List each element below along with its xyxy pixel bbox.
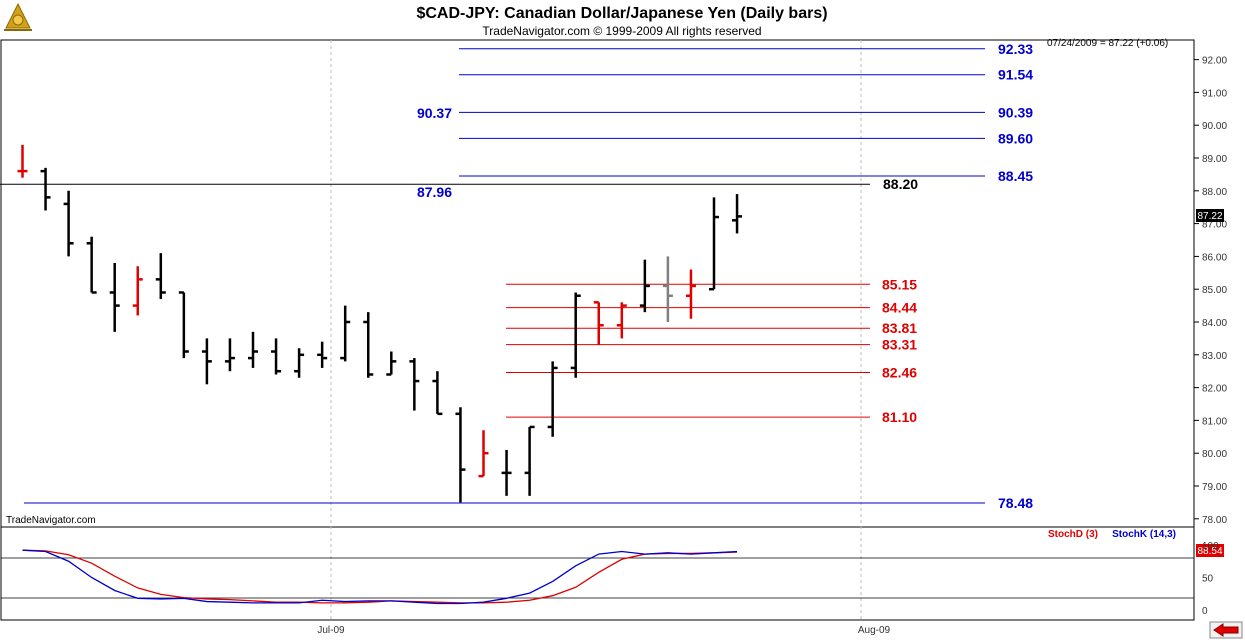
level-label: 88.20 — [883, 176, 918, 192]
x-tick-aug: Aug-09 — [858, 625, 891, 636]
ohlc-bar — [248, 331, 258, 368]
ohlc-bar — [685, 269, 696, 319]
stoch-last-label: 88.54 — [1197, 546, 1222, 557]
last-quote-label: 07/24/2009 = 87.22 (+0.06) — [1047, 38, 1168, 49]
ohlc-bar — [616, 302, 627, 339]
chart-title: $CAD-JPY: Canadian Dollar/Japanese Yen (… — [416, 5, 827, 22]
level-label: 87.96 — [417, 184, 452, 200]
arrow-left-icon[interactable] — [1213, 623, 1239, 637]
stoch-k-line — [22, 549, 738, 605]
level-label: 82.46 — [882, 365, 917, 381]
level-label: 83.81 — [882, 320, 917, 336]
last-price-label: 87.22 — [1197, 211, 1222, 222]
ohlc-bar — [455, 407, 466, 503]
y-tick-label: 82.00 — [1202, 384, 1227, 395]
ohlc-bar — [732, 194, 743, 234]
level-label: 84.44 — [882, 300, 917, 316]
y-tick-label: 86.00 — [1202, 252, 1227, 263]
y-tick-label: 85.00 — [1202, 285, 1227, 296]
y-tick-label: 90.00 — [1202, 121, 1227, 132]
sextant-logo-icon — [4, 2, 32, 31]
ohlc-bar — [271, 338, 282, 375]
ohlc-bar — [155, 253, 166, 300]
level-label: 81.10 — [882, 409, 917, 425]
ohlc-bar — [86, 236, 97, 294]
ohlc-bar — [109, 262, 120, 332]
ohlc-bar — [340, 305, 351, 362]
level-label: 85.15 — [882, 276, 917, 292]
level-label: 90.39 — [998, 104, 1033, 120]
ohlc-bar — [662, 256, 673, 322]
ohlc-bar — [593, 301, 604, 345]
y-tick-label: 79.00 — [1202, 482, 1227, 493]
y-tick-label: 81.00 — [1202, 416, 1227, 427]
y-tick-label: 84.00 — [1202, 318, 1227, 329]
y-tick-label: 78.00 — [1202, 515, 1227, 526]
ohlc-bar — [570, 292, 581, 378]
level-label: 91.54 — [998, 67, 1033, 83]
ohlc-bar — [386, 351, 397, 376]
last-price-box — [1196, 209, 1224, 222]
price-bars — [17, 144, 743, 503]
level-label: 92.33 — [998, 41, 1033, 57]
ohlc-bar — [63, 190, 74, 257]
last-price-marker: 87.22 — [1196, 209, 1224, 222]
ohlc-bar — [317, 341, 328, 368]
level-label: 78.48 — [998, 495, 1033, 511]
y-tick-label: 87.00 — [1202, 220, 1227, 231]
chart-subtitle: TradeNavigator.com © 1999-2009 All right… — [482, 24, 761, 38]
level-label: 90.37 — [417, 105, 452, 121]
ohlc-bar — [17, 144, 28, 178]
ohlc-bar — [501, 449, 512, 496]
y-tick-label: 80.00 — [1202, 449, 1227, 460]
y-tick-label: 91.00 — [1202, 88, 1227, 99]
level-label: 89.60 — [998, 130, 1033, 146]
logo — [4, 2, 32, 31]
ohlc-bar — [224, 338, 235, 372]
stochastic-panel: StochD (3) StochK (14,3) 88.54 0 50 100 — [1, 529, 1224, 617]
ohlc-bar — [432, 371, 443, 416]
ohlc-bar — [524, 425, 535, 496]
ohlc-bar — [40, 167, 51, 211]
ohlc-bar — [709, 197, 719, 291]
ohlc-bar — [363, 312, 374, 378]
watermark-text: TradeNavigator.com — [6, 515, 96, 526]
ohlc-bar — [294, 348, 305, 378]
ohlc-bar — [178, 291, 189, 359]
legend-stoch-d: StochD (3) — [1048, 529, 1098, 540]
legend-stoch-k: StochK (14,3) — [1112, 529, 1176, 540]
y-tick-label: 83.00 — [1202, 351, 1227, 362]
price-y-axis: 92.00 91.00 90.00 89.00 88.00 87.00 86.00 85.00… — [1194, 56, 1227, 526]
ohlc-bar — [201, 338, 212, 385]
stoch-y-tick-label: 0 — [1202, 606, 1208, 617]
x-tick-jul: Jul-09 — [317, 625, 345, 636]
y-tick-label: 89.00 — [1202, 154, 1227, 165]
level-lines: 92.33 91.54 90.39 90.37 89.60 88.45 88.20 87.96… — [0, 41, 1033, 511]
ohlc-bar — [478, 430, 489, 478]
stoch-y-tick-label: 50 — [1202, 574, 1214, 585]
ohlc-bar — [639, 259, 650, 313]
y-tick-label: 88.00 — [1202, 187, 1227, 198]
x-gridlines — [330, 40, 862, 620]
stoch-y-tick-label: 100 — [1202, 541, 1219, 552]
ohlc-bar — [409, 358, 420, 411]
level-label: 83.31 — [882, 337, 917, 353]
scroll-left-button[interactable] — [1209, 621, 1243, 639]
y-tick-label: 92.00 — [1202, 56, 1227, 67]
ohlc-bar — [132, 266, 143, 316]
stoch-last-box — [1196, 544, 1224, 557]
ohlc-bar — [547, 361, 558, 437]
level-label: 88.45 — [998, 168, 1033, 184]
